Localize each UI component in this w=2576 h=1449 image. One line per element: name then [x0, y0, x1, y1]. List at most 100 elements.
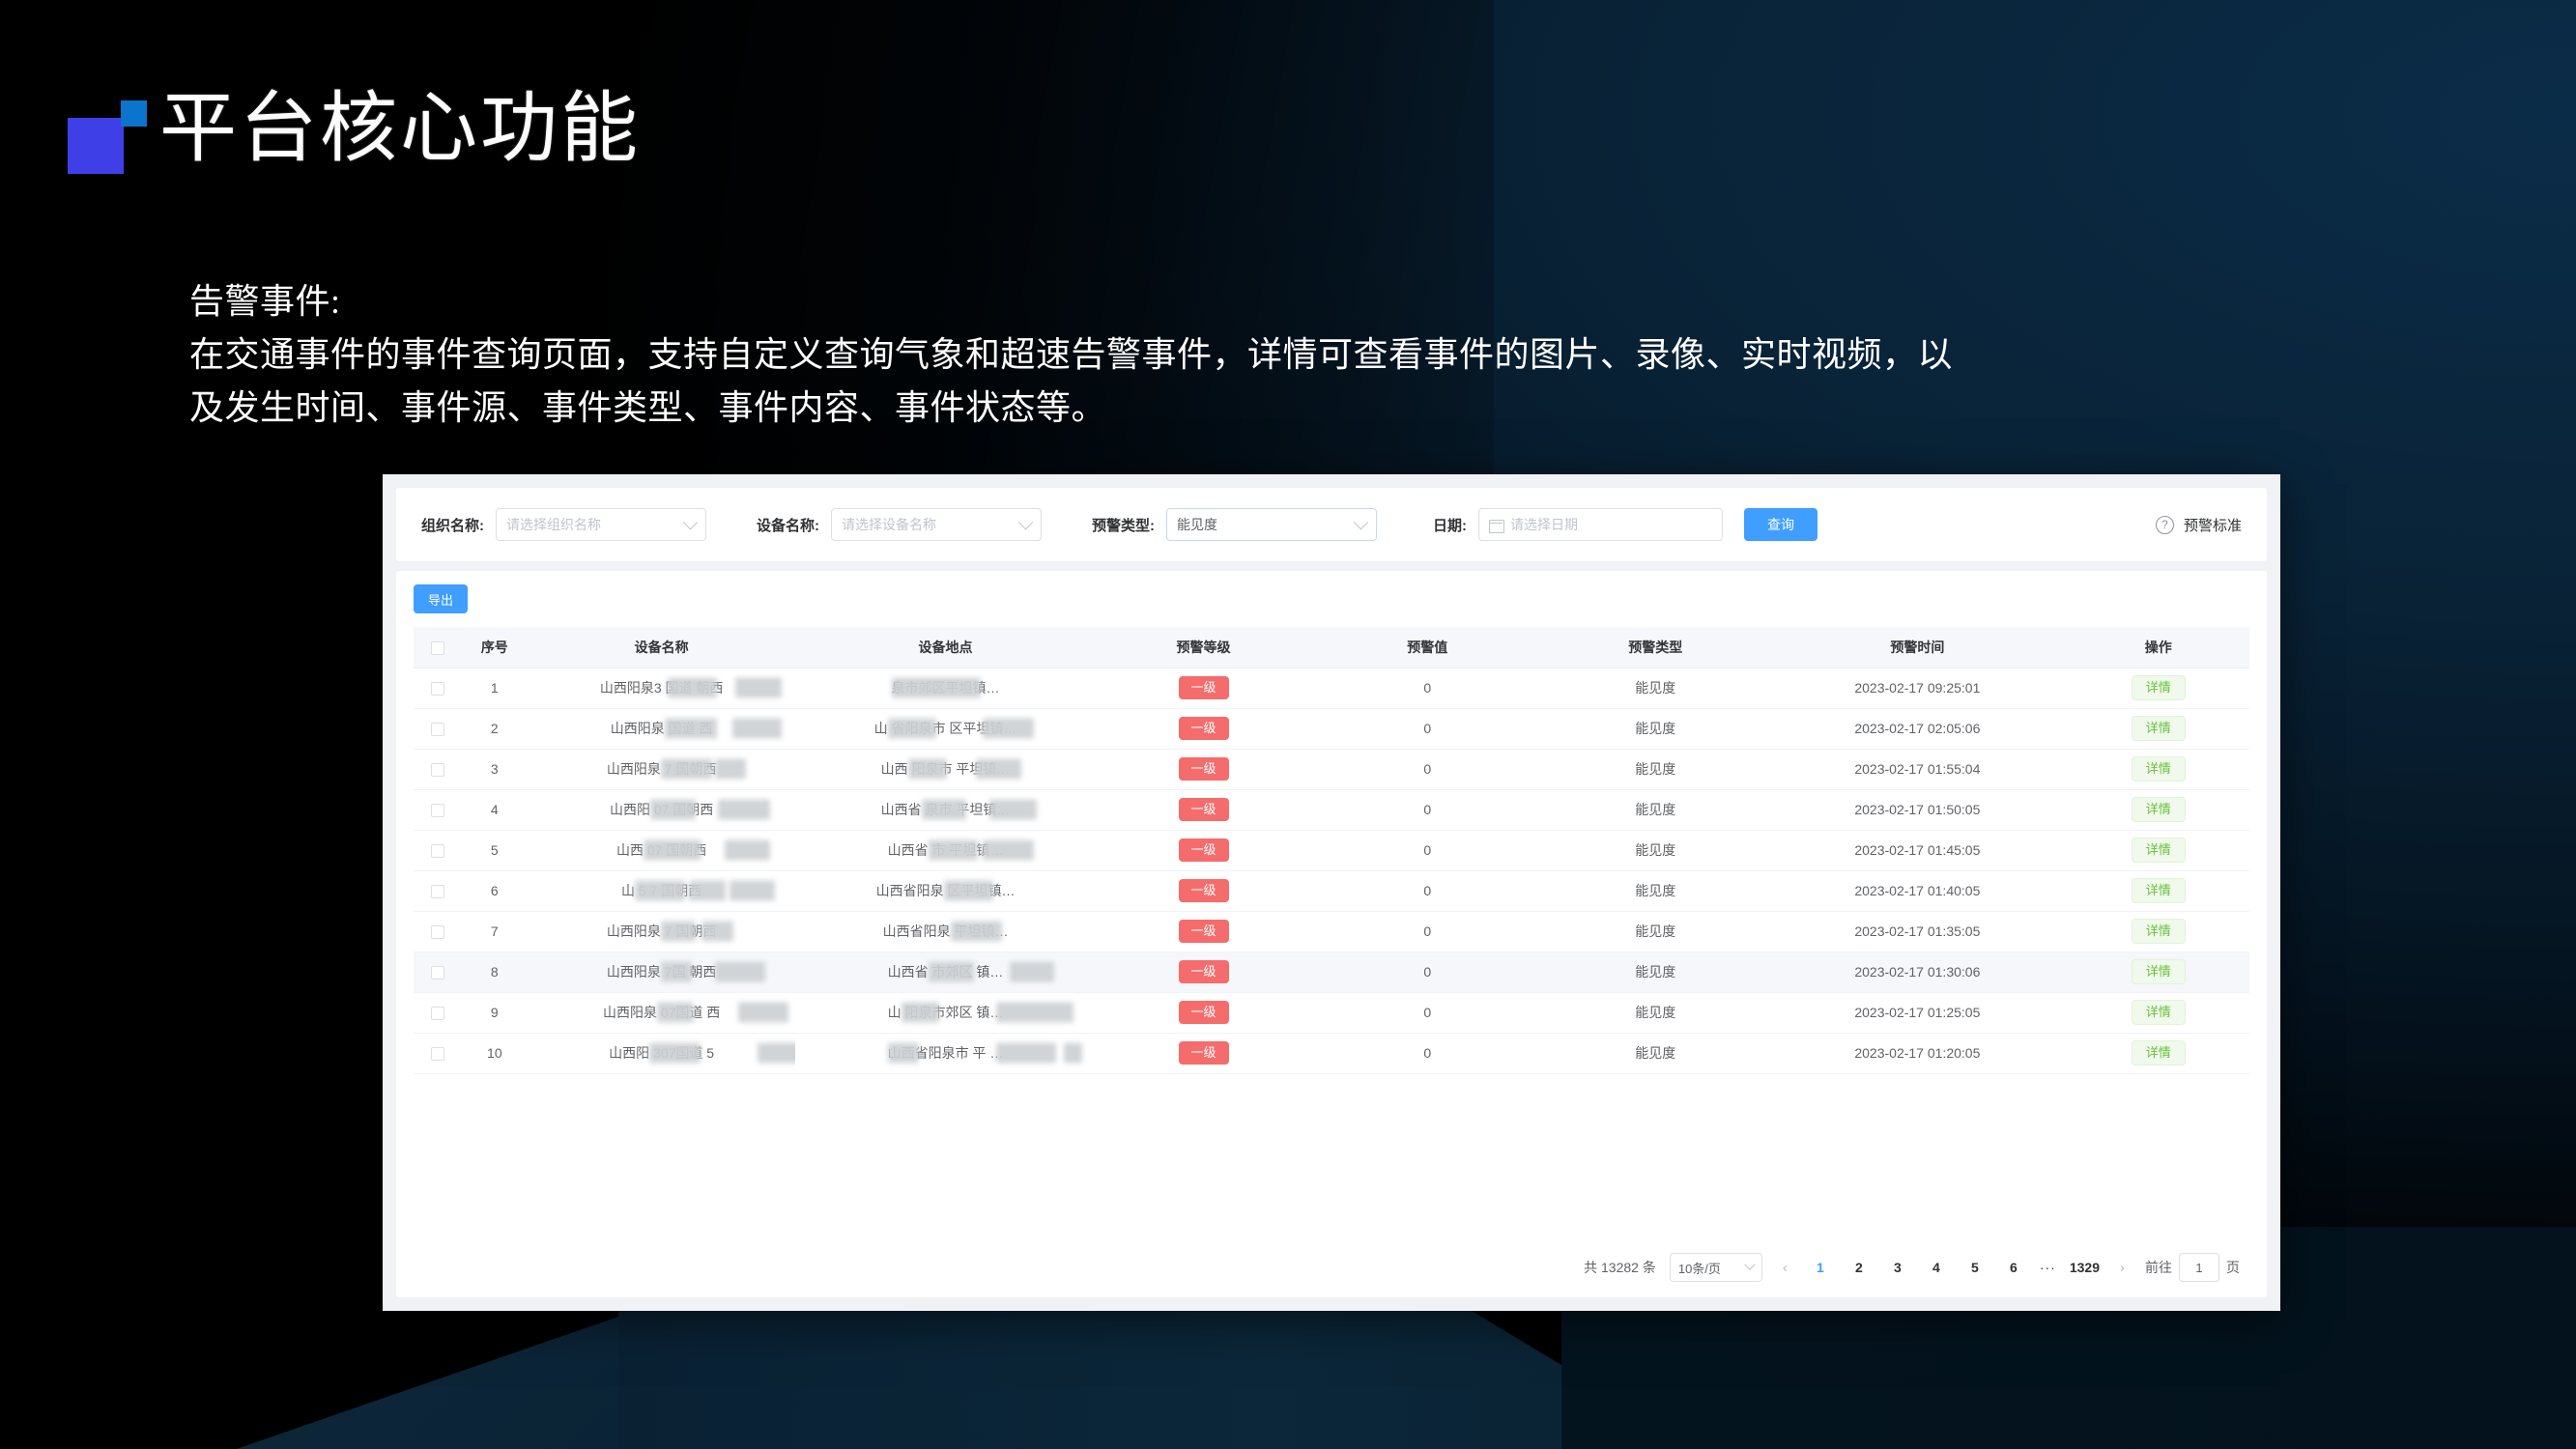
- column-header-type[interactable]: 预警类型: [1543, 627, 1768, 668]
- cell-device-location: 山西省阳泉 平坦镇…: [795, 911, 1096, 952]
- redaction-block: [656, 1002, 694, 1023]
- page-size-value: 10条/页: [1677, 1261, 1721, 1276]
- status-badge: 一级: [1178, 1000, 1229, 1025]
- pagination-page-4[interactable]: 4: [1932, 1260, 1940, 1275]
- warning-standard-link[interactable]: ? 预警标准: [2155, 515, 2242, 535]
- redaction-block: [758, 1042, 796, 1064]
- status-badge: 一级: [1178, 1040, 1229, 1065]
- detail-button[interactable]: 详情: [2131, 755, 2186, 782]
- redaction-block: [660, 961, 693, 982]
- cell-index: 9: [461, 992, 528, 1034]
- select-all-checkbox[interactable]: [430, 640, 444, 655]
- row-checkbox[interactable]: [430, 925, 444, 940]
- redaction-block: [995, 1002, 1074, 1023]
- row-checkbox[interactable]: [430, 1047, 444, 1062]
- cell-device-location-text: 山 阳泉市郊区 镇…: [888, 1002, 1074, 1023]
- warn-type-select-value: 能见度: [1177, 517, 1217, 532]
- cell-warning-value: 0: [1311, 911, 1544, 952]
- detail-button[interactable]: 详情: [2131, 715, 2186, 742]
- cell-index: 1: [461, 668, 528, 709]
- pagination-ellipsis[interactable]: ···: [2039, 1260, 2056, 1275]
- cell-device-name-text: 山西阳 307国道 5: [609, 1042, 796, 1064]
- detail-button[interactable]: 详情: [2131, 1039, 2186, 1066]
- cell-device-name-text: 山西阳泉3 国道 朝西: [600, 677, 783, 698]
- pagination-next-button[interactable]: ›: [2120, 1259, 2125, 1276]
- row-checkbox[interactable]: [430, 763, 444, 778]
- pagination-page-1[interactable]: 1: [1816, 1260, 1824, 1275]
- cell-index: 7: [461, 911, 528, 952]
- detail-button[interactable]: 详情: [2131, 999, 2186, 1026]
- cell-device-location-text: 山西省 泉市 平坦镇…: [881, 799, 1037, 820]
- pagination-page-6[interactable]: 6: [2009, 1260, 2018, 1275]
- column-header-value[interactable]: 预警值: [1311, 627, 1544, 668]
- cell-device-name: 山西阳泉 07国道 西: [527, 992, 796, 1034]
- pagination-page-2[interactable]: 2: [1854, 1260, 1863, 1275]
- table-row[interactable]: 10 山西阳 307国道 5 山西省阳泉市 平 … 一级 0能见度2023-02-17…: [414, 1033, 2249, 1074]
- export-button[interactable]: 导出: [414, 584, 468, 613]
- row-checkbox[interactable]: [430, 804, 444, 818]
- question-mark-icon: ?: [2155, 515, 2174, 534]
- pagination-pages: 1 2 3 4 5 6 ··· 1329: [1808, 1260, 2100, 1275]
- pagination-page-3[interactable]: 3: [1893, 1260, 1902, 1275]
- row-checkbox[interactable]: [430, 966, 444, 980]
- detail-button[interactable]: 详情: [2131, 674, 2186, 701]
- filter-device: 设备名称: 请选择设备名称: [757, 508, 1042, 541]
- cell-device-location: 山 阳泉市郊区 镇…: [795, 992, 1096, 1034]
- cell-index: 4: [461, 789, 528, 831]
- redaction-block: [737, 1002, 788, 1023]
- pagination-prev-button[interactable]: ‹: [1782, 1259, 1788, 1276]
- date-input[interactable]: 请选择日期: [1478, 508, 1723, 541]
- org-select[interactable]: 请选择组织名称: [496, 508, 706, 541]
- row-checkbox[interactable]: [430, 885, 444, 899]
- redaction-block: [734, 677, 783, 698]
- warn-type-select[interactable]: 能见度: [1166, 508, 1377, 541]
- page-size-select[interactable]: 10条/页: [1669, 1253, 1762, 1282]
- cell-warning-level: 一级: [1095, 668, 1312, 709]
- column-header-level[interactable]: 预警等级: [1095, 627, 1312, 668]
- detail-button[interactable]: 详情: [2131, 918, 2186, 945]
- detail-button[interactable]: 详情: [2131, 958, 2186, 985]
- redaction-block: [1063, 1042, 1082, 1064]
- cell-device-location-text: 山 省阳泉市 区平坦镇…: [874, 718, 1034, 739]
- table-row[interactable]: 2 山西阳泉 国道 西 山 省阳泉市 区平坦镇… 一级 0 能见度 2023-02-17 0…: [414, 708, 2249, 750]
- row-select-cell: [414, 870, 462, 912]
- column-header-time[interactable]: 预警时间: [1767, 627, 2068, 668]
- cell-warning-level: 一级: [1095, 830, 1312, 871]
- cell-device-name-text: 山西阳 07 国朝西: [610, 799, 770, 820]
- row-checkbox[interactable]: [430, 844, 444, 859]
- cell-device-name: 山 5 7 国朝西: [527, 870, 796, 912]
- cell-warning-level: 一级: [1095, 708, 1312, 750]
- pagination-last-page[interactable]: 1329: [2069, 1260, 2100, 1275]
- cell-warning-time: 2023-02-17 01:35:05: [1767, 911, 2068, 952]
- detail-button[interactable]: 详情: [2131, 837, 2186, 864]
- cell-warning-value: 0: [1311, 870, 1544, 912]
- jumper-input[interactable]: [2179, 1253, 2219, 1282]
- status-badge: 一级: [1178, 756, 1229, 781]
- query-button[interactable]: 查询: [1744, 508, 1818, 541]
- column-header-device[interactable]: 设备名称: [527, 627, 796, 668]
- column-header-index[interactable]: 序号: [461, 627, 528, 668]
- row-checkbox[interactable]: [430, 723, 444, 737]
- device-select[interactable]: 请选择设备名称: [831, 508, 1042, 541]
- filter-device-label: 设备名称:: [757, 517, 819, 534]
- cell-warning-value: 0: [1311, 749, 1544, 790]
- pagination-page-5[interactable]: 5: [1970, 1260, 1979, 1275]
- row-checkbox[interactable]: [430, 1007, 444, 1021]
- table-header: 序号 设备名称 设备地点 预警等级 预警值 预警类型 预警时间 操作: [414, 627, 2249, 668]
- detail-button[interactable]: 详情: [2131, 796, 2186, 823]
- cell-device-name: 山西阳 307国道 5: [527, 1033, 796, 1074]
- square-large-icon: [68, 118, 124, 174]
- cell-warning-level: 一级: [1095, 789, 1312, 831]
- redaction-block: [982, 839, 1035, 861]
- detail-button[interactable]: 详情: [2131, 877, 2186, 904]
- row-checkbox[interactable]: [430, 682, 444, 696]
- column-header-location[interactable]: 设备地点: [795, 627, 1096, 668]
